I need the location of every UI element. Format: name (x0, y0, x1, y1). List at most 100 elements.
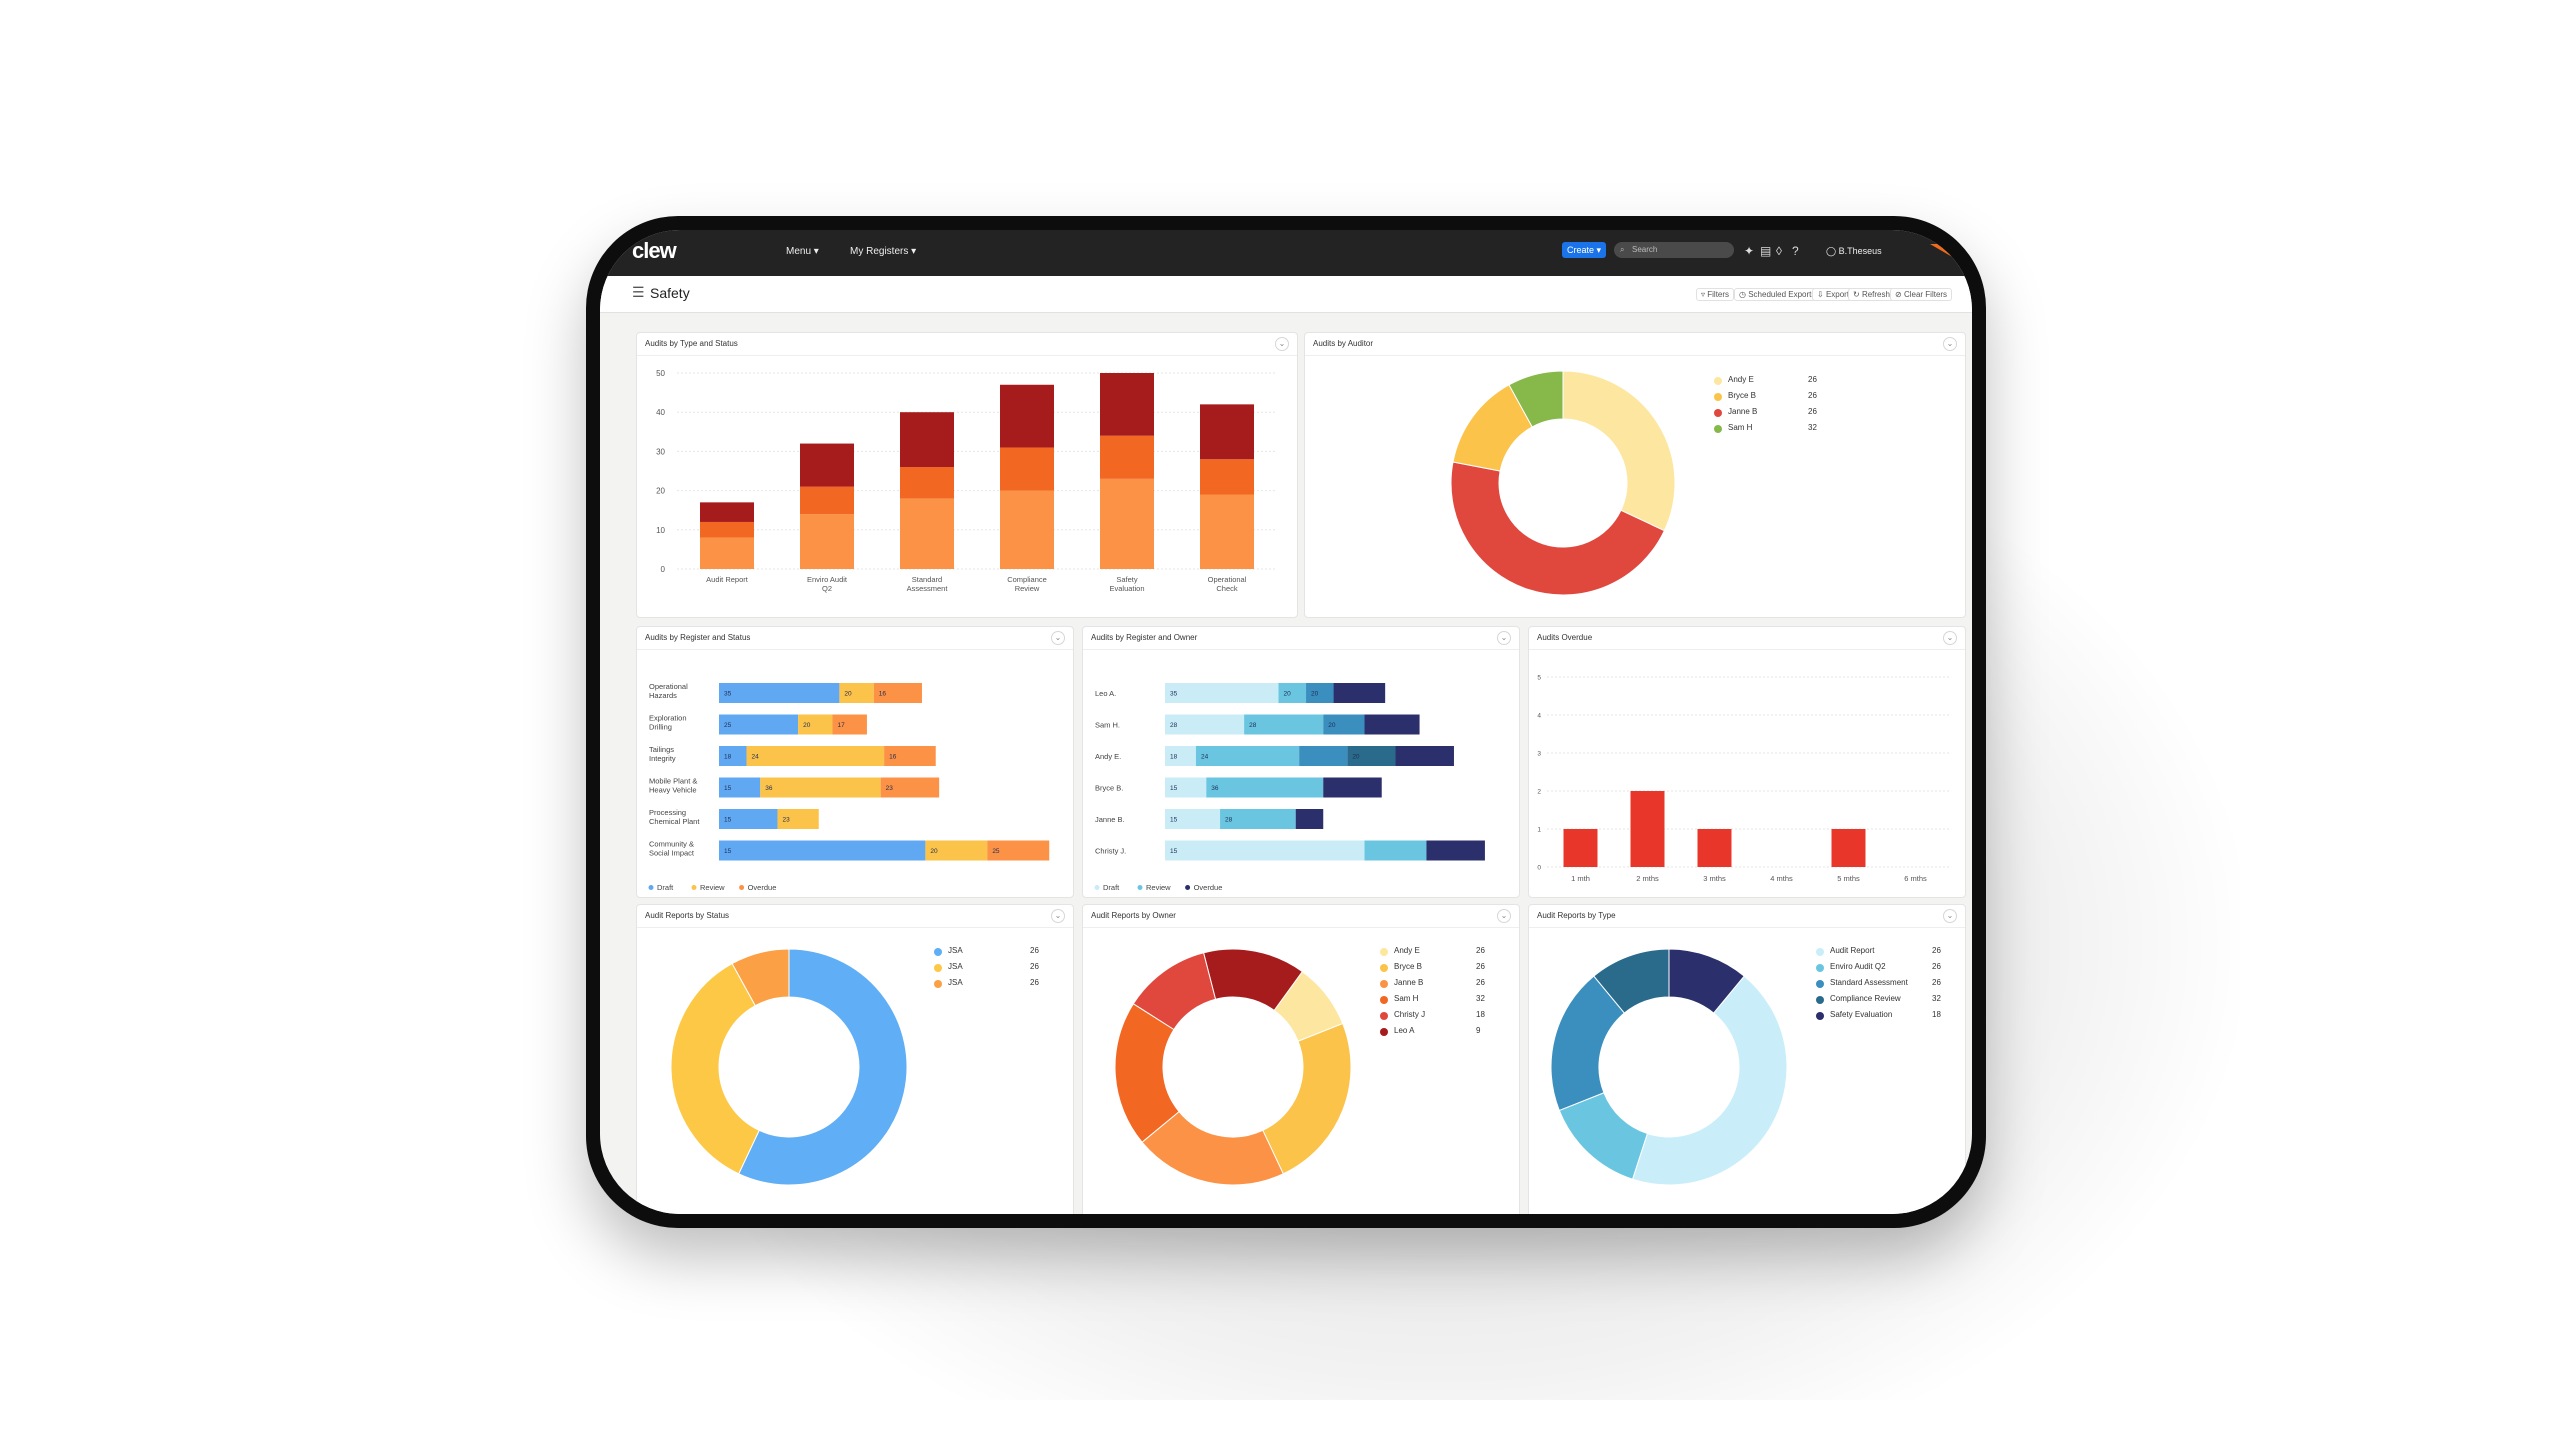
bar-segment (1165, 777, 1207, 798)
legend-item[interactable]: Audit Report 26 (1816, 945, 1946, 961)
bar-segment (1220, 809, 1296, 829)
chevron-down-icon[interactable]: ⌄ (1943, 337, 1957, 351)
legend-item[interactable]: Compliance Review 32 (1816, 993, 1946, 1009)
user-menu[interactable]: ◯ B.Theseus (1826, 246, 1882, 257)
bar-segment (1100, 478, 1154, 569)
legend-item[interactable]: Leo A 9 (1380, 1025, 1490, 1041)
category-label: Operational (649, 682, 688, 691)
bar-segment (700, 537, 754, 569)
data-label: 16 (889, 754, 897, 761)
sparkle-icon[interactable]: ✦ (1744, 244, 1755, 258)
chevron-down-icon[interactable]: ⌄ (1497, 631, 1511, 645)
search-icon: ⌕ (1620, 245, 1625, 254)
chevron-down-icon[interactable]: ⌄ (1051, 631, 1065, 645)
chevron-down-icon[interactable]: ⌄ (1275, 337, 1289, 351)
bar-segment (800, 443, 854, 487)
clock-icon: ◷ (1739, 290, 1749, 299)
bell-icon[interactable]: ◊ (1776, 244, 1782, 258)
category-label: Exploration (649, 714, 687, 723)
legend-item[interactable]: Andy E 26 (1714, 374, 1834, 390)
legend-item[interactable]: Enviro Audit Q2 26 (1816, 961, 1946, 977)
legend-label: Draft (657, 883, 674, 892)
legend-item[interactable]: Sam H 32 (1714, 422, 1834, 438)
category-label: Integrity (649, 754, 676, 763)
legend-item[interactable]: Standard Assessment 26 (1816, 977, 1946, 993)
card-divider (1305, 355, 1965, 356)
category-label: Processing (649, 808, 686, 817)
x-tick-label: Check (1216, 584, 1238, 593)
legend-item[interactable]: Bryce B 26 (1380, 961, 1490, 977)
data-label: 20 (1352, 754, 1360, 761)
menu-dropdown[interactable]: Menu ▾ (786, 246, 819, 257)
legend-swatch (1816, 964, 1824, 972)
x-tick-label: 4 mths (1770, 874, 1793, 883)
y-tick-label: 1 (1537, 827, 1541, 834)
brand-corner-accent (1930, 244, 1954, 258)
page-header: ☰ Safety ▿ Filters ◷ Scheduled Exports ⇩… (600, 276, 1972, 313)
filters-button[interactable]: ▿ Filters (1696, 288, 1735, 301)
scheduled-exports-button[interactable]: ◷ Scheduled Exports (1734, 288, 1821, 301)
legend-value: 26 (1808, 391, 1817, 400)
bar-segment (1195, 746, 1300, 766)
legend-item[interactable]: Janne B 26 (1380, 977, 1490, 993)
card-divider (637, 927, 1073, 928)
donut-slice (1631, 975, 1788, 1186)
legend-swatch (1714, 409, 1722, 417)
filter-icon: ▿ (1701, 290, 1708, 299)
legend-item[interactable]: Janne B 26 (1714, 406, 1834, 422)
card-divider (1083, 927, 1519, 928)
app-logo[interactable]: clew (632, 238, 677, 263)
help-icon[interactable]: ? (1792, 244, 1799, 258)
legend-swatch (1380, 1028, 1388, 1036)
chevron-down-icon[interactable]: ⌄ (1497, 909, 1511, 923)
reports-status-donut-chart (670, 948, 908, 1186)
legend-item[interactable]: Christy J 18 (1380, 1009, 1490, 1025)
x-tick-label: 2 mths (1636, 874, 1659, 883)
chevron-down-icon[interactable]: ⌄ (1943, 909, 1957, 923)
y-tick-label: 0 (661, 565, 666, 574)
data-label: 25 (724, 722, 732, 729)
legend-swatch (1380, 948, 1388, 956)
legend-item[interactable]: Sam H 32 (1380, 993, 1490, 1009)
clear-filters-button[interactable]: ⊘ Clear Filters (1890, 288, 1953, 301)
legend-item[interactable]: JSA 26 (934, 945, 1044, 961)
category-label: Drilling (649, 723, 672, 732)
card-divider (1529, 649, 1965, 650)
legend-item[interactable]: JSA 26 (934, 977, 1044, 993)
my-registers-dropdown[interactable]: My Registers ▾ (850, 246, 917, 257)
chevron-down-icon[interactable]: ⌄ (1943, 631, 1957, 645)
book-icon[interactable]: ▤ (1760, 244, 1772, 258)
legend-label: Audit Report (1830, 946, 1875, 955)
search-input[interactable]: ⌕ Search (1614, 242, 1734, 258)
category-label: Bryce B. (1095, 784, 1123, 793)
category-label: Hazards (649, 691, 677, 700)
create-button[interactable]: Create ▾ (1562, 242, 1606, 258)
donut-slice (738, 948, 908, 1186)
bar-segment (1165, 746, 1196, 766)
card-audits-by-auditor: Audits by Auditor ⌄ Andy E 26 Bryce B 26 Jan… (1304, 332, 1966, 618)
category-label: Chemical Plant (649, 817, 700, 826)
bar (1831, 829, 1866, 867)
category-label: Christy J. (1095, 847, 1126, 856)
refresh-icon: ↻ (1853, 290, 1862, 299)
legend-item[interactable]: Safety Evaluation 18 (1816, 1009, 1946, 1025)
card-audit-reports-by-type: Audit Reports by Type ⌄ Audit Report 26 En… (1528, 904, 1966, 1214)
y-tick-label: 0 (1537, 865, 1541, 872)
legend-swatch (648, 885, 654, 890)
category-label: Sam H. (1095, 721, 1120, 730)
refresh-button[interactable]: ↻ Refresh (1848, 288, 1895, 301)
legend-item[interactable]: Bryce B 26 (1714, 390, 1834, 406)
legend-value: 32 (1808, 423, 1817, 432)
chevron-down-icon[interactable]: ⌄ (1051, 909, 1065, 923)
donut-slice (670, 962, 760, 1175)
card-title: Audit Reports by Type (1537, 911, 1616, 920)
legend-item[interactable]: JSA 26 (934, 961, 1044, 977)
bar-segment (900, 467, 954, 499)
legend-value: 18 (1932, 1010, 1941, 1019)
y-tick-label: 10 (656, 526, 665, 535)
menu-icon[interactable]: ☰ (632, 284, 645, 300)
bar-segment (832, 714, 867, 735)
legend-item[interactable]: Andy E 26 (1380, 945, 1490, 961)
bar-segment (1426, 840, 1485, 861)
